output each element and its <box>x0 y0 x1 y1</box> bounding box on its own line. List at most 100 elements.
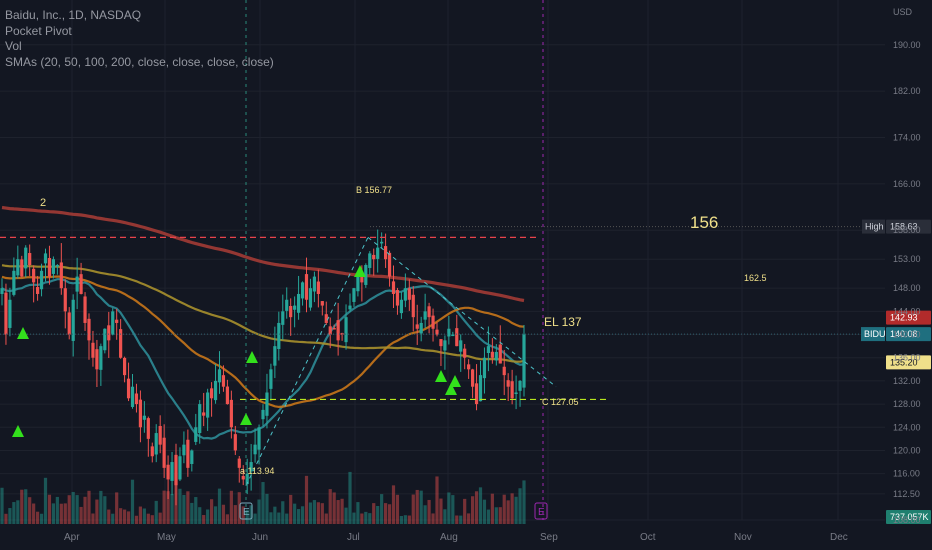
legend-smas[interactable]: SMAs (20, 50, 100, 200, close, close, cl… <box>5 54 274 69</box>
candle <box>261 409 265 420</box>
price-tick: 132.00 <box>893 376 921 386</box>
candle <box>178 456 182 480</box>
volume-bar <box>336 500 340 524</box>
candle <box>431 315 435 329</box>
price-axis: USD 190.00 182.00 174.00 166.00 158.00 153.00 1… <box>893 7 921 525</box>
volume-bar <box>285 513 289 524</box>
volume-bar <box>494 507 498 524</box>
volume-bar <box>198 507 202 524</box>
candle <box>360 276 364 283</box>
time-tick: Aug <box>440 532 458 543</box>
candle <box>91 342 95 358</box>
volume-bar <box>79 506 83 524</box>
volume-bar <box>107 509 111 524</box>
candle <box>146 418 150 439</box>
volume-bar <box>435 476 439 524</box>
candle <box>498 344 502 364</box>
candle <box>67 312 71 335</box>
candle <box>150 446 154 457</box>
candle <box>451 334 455 337</box>
volume-bar <box>142 508 146 524</box>
time-tick: Jun <box>252 532 268 543</box>
volume-bar <box>265 493 269 524</box>
volume-bar <box>281 501 285 524</box>
sma-100-line <box>1 264 525 363</box>
candle <box>241 476 245 480</box>
legend-title[interactable]: Baidu, Inc., 1D, NASDAQ <box>5 8 142 22</box>
candle <box>202 412 206 416</box>
candle <box>245 473 249 485</box>
candle <box>75 276 79 292</box>
volume-bar <box>233 505 237 524</box>
volume-bar <box>63 503 67 524</box>
volume-bar <box>368 513 372 524</box>
earnings-label: E <box>243 507 250 518</box>
legend-volume[interactable]: Vol <box>5 39 22 53</box>
candle <box>304 274 309 300</box>
volume-bar <box>277 512 281 524</box>
candle <box>0 288 4 294</box>
candle <box>494 351 498 361</box>
point-c-label: C 127.05 <box>542 397 579 407</box>
candle <box>443 340 447 351</box>
volume-bar <box>364 511 368 524</box>
volume-bar <box>83 496 87 524</box>
legend-pocket-pivot[interactable]: Pocket Pivot <box>5 23 72 38</box>
volume-bar <box>59 503 63 524</box>
volume-bar <box>202 515 206 524</box>
volume-bar <box>4 513 8 524</box>
volume-bar <box>419 490 423 524</box>
candle <box>225 386 230 405</box>
volume-bar <box>24 489 28 524</box>
candle <box>126 378 131 399</box>
candle <box>459 340 463 352</box>
candle <box>122 357 127 376</box>
volume-bar <box>28 497 32 524</box>
candle <box>8 299 12 328</box>
volume-bar <box>178 488 182 524</box>
volume-bar <box>344 507 348 524</box>
candle <box>419 322 423 334</box>
volume-bar <box>312 500 317 524</box>
target-label-2: 162.5 <box>744 273 767 283</box>
volume-bar <box>67 495 71 524</box>
candle <box>387 252 392 277</box>
sma-tag: 135.20 <box>890 357 918 367</box>
candle <box>130 386 135 407</box>
pocket-pivot-icon <box>449 375 461 387</box>
candle <box>47 257 52 277</box>
volume-bar <box>431 513 435 524</box>
volume-bar <box>115 492 119 524</box>
point-a-label: a 113.94 <box>240 466 274 476</box>
high-tag-bg <box>862 219 885 234</box>
candle <box>368 253 372 268</box>
candle <box>407 288 411 300</box>
volume-bar <box>423 505 427 524</box>
candle <box>20 259 24 277</box>
candle <box>154 433 158 455</box>
time-tick: Nov <box>734 532 752 543</box>
volume-bar <box>498 507 502 524</box>
candle <box>403 288 407 301</box>
volume-bar <box>150 515 154 524</box>
pocket-pivot-icon <box>246 351 258 363</box>
volume-bar <box>490 493 494 524</box>
earnings-label: E <box>538 507 545 518</box>
candle <box>502 366 506 376</box>
volume-bar <box>372 503 376 524</box>
candle <box>289 306 293 318</box>
volume-bar <box>245 509 249 524</box>
candle <box>162 437 166 468</box>
candle <box>111 311 115 335</box>
volume-bar <box>134 515 139 524</box>
last-price-tag-bg <box>886 310 931 325</box>
volume-bar <box>474 491 479 524</box>
candle <box>198 404 202 434</box>
candle <box>39 270 44 290</box>
pocket-pivot-icon <box>12 425 24 437</box>
time-tick: Oct <box>640 532 656 543</box>
symbol-price-tag-bg <box>886 327 931 342</box>
moving-averages <box>1 205 525 440</box>
candle <box>59 262 63 289</box>
